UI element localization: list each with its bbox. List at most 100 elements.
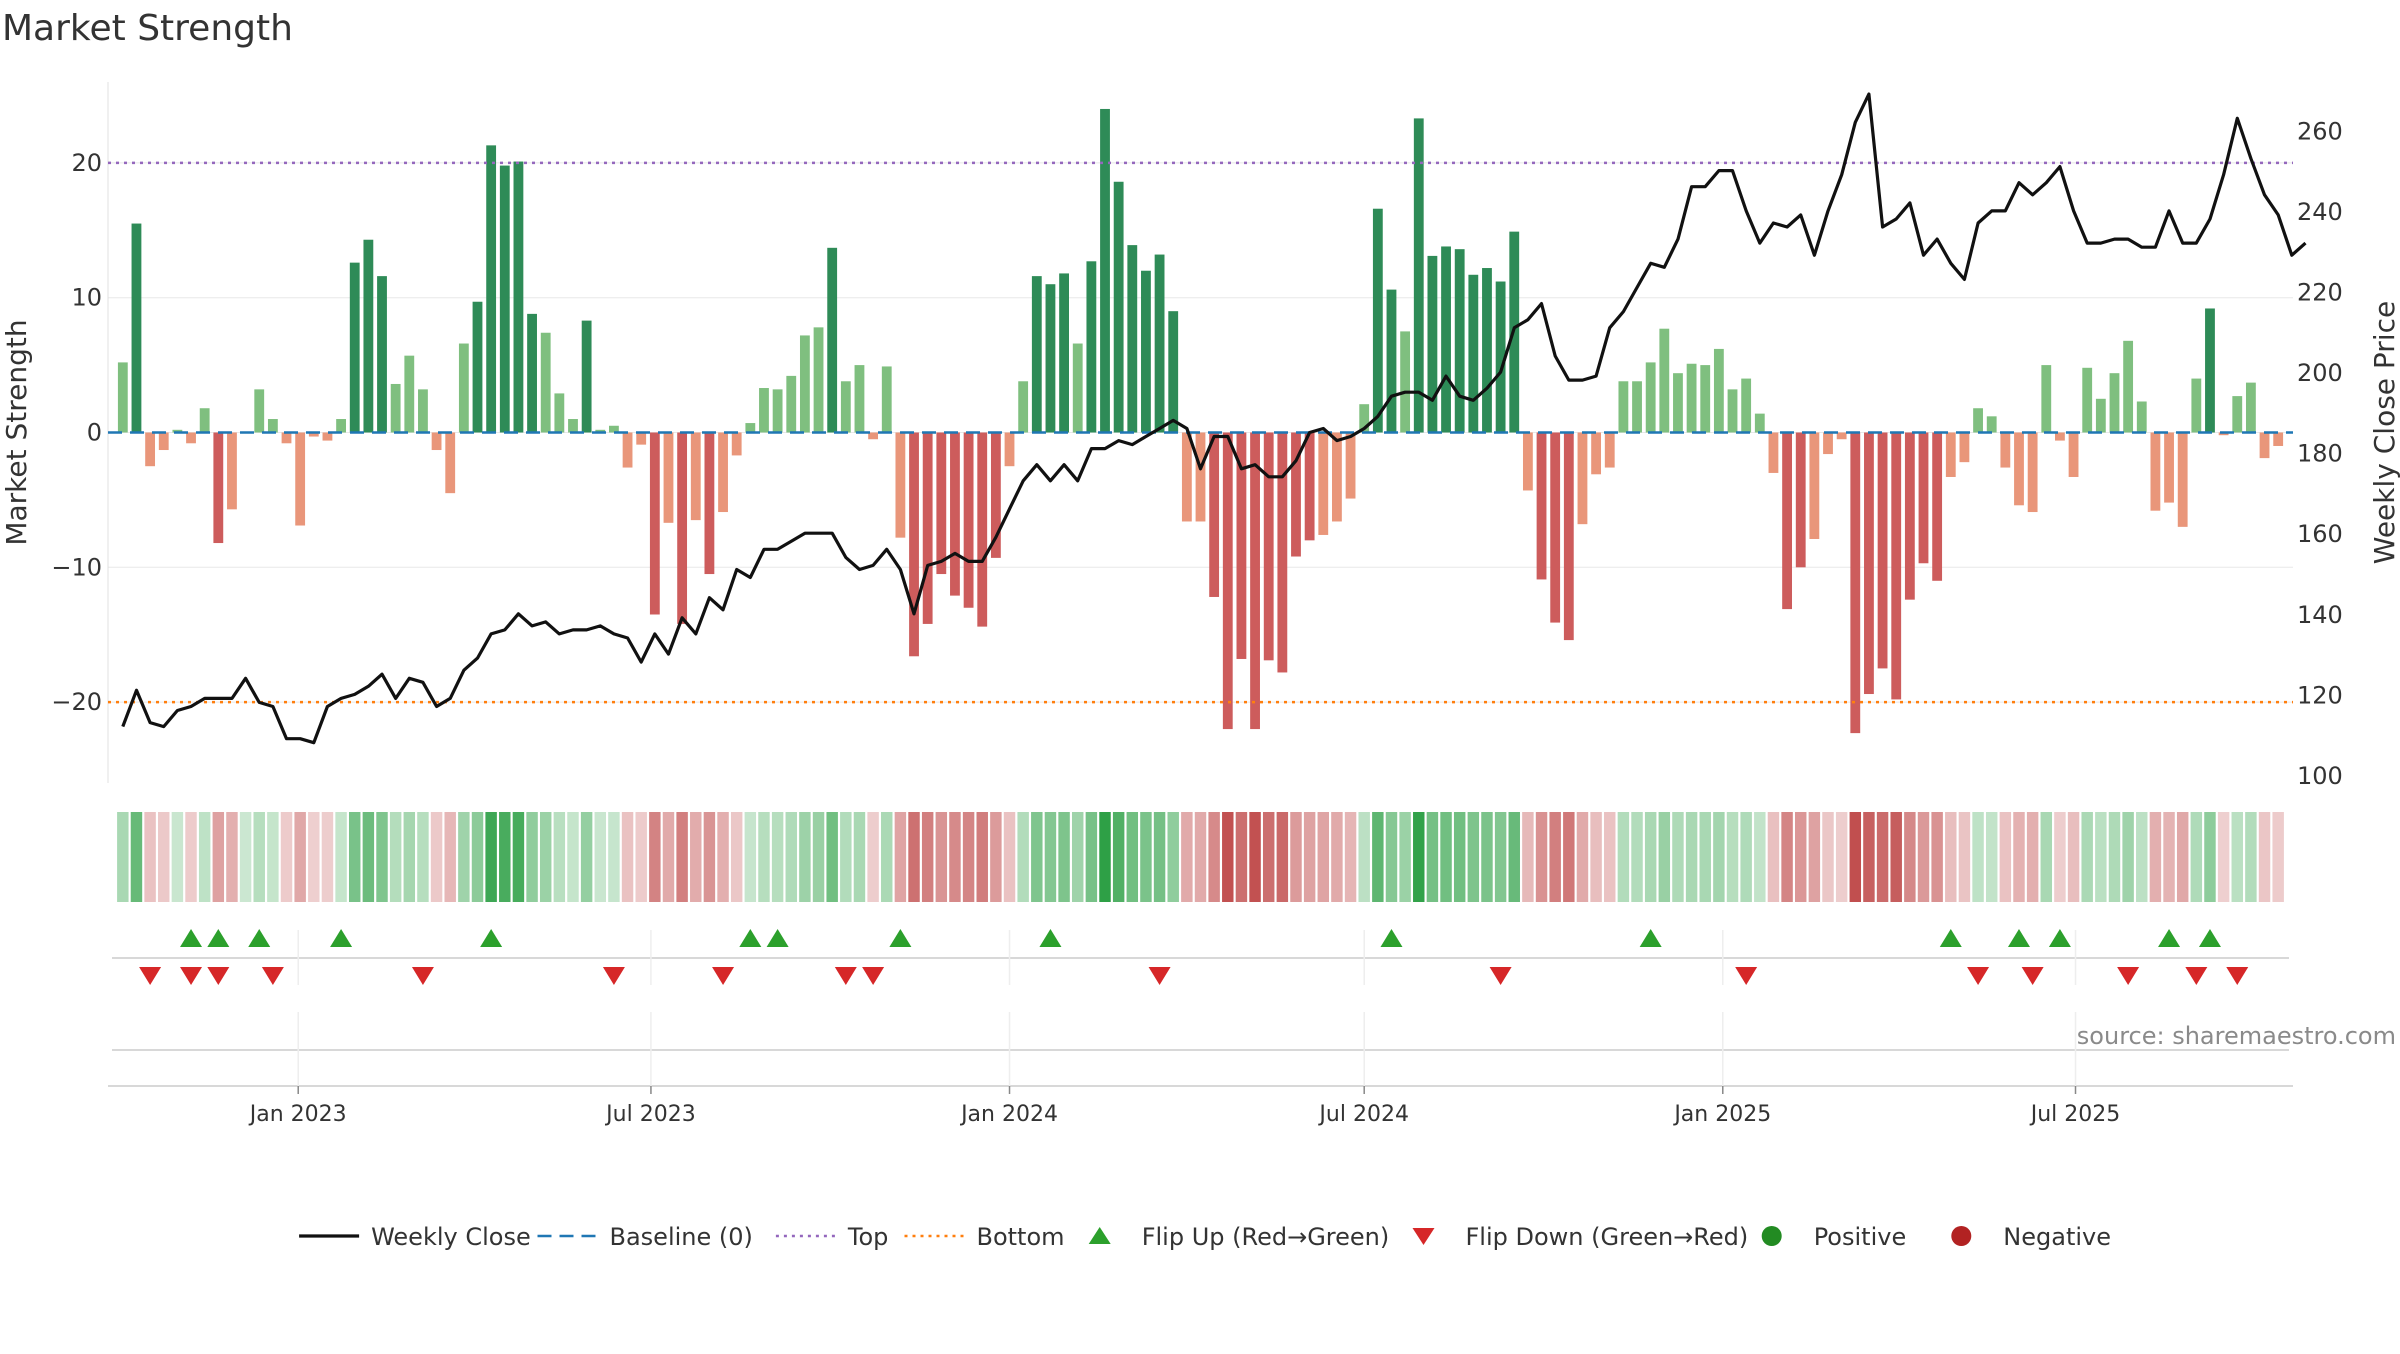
- flip-down-marker: [139, 967, 162, 985]
- strip-cell: [1453, 812, 1466, 902]
- strength-bar: [1945, 432, 1956, 477]
- strength-bar: [1836, 432, 1847, 440]
- strip-cell: [1590, 812, 1602, 902]
- strength-bar: [1850, 432, 1861, 734]
- strength-bar: [745, 423, 756, 433]
- strength-bar: [1263, 432, 1274, 661]
- strength-bar: [227, 432, 237, 510]
- strength-bar: [1618, 381, 1629, 433]
- flip-down-marker: [712, 967, 735, 985]
- flip-down-marker: [411, 967, 434, 985]
- strength-bar: [377, 276, 387, 433]
- strength-bar: [1604, 432, 1615, 468]
- strip-cell: [2013, 812, 2025, 902]
- flip-down-marker: [1148, 967, 1171, 985]
- strength-bar: [1823, 432, 1833, 455]
- strip-cell: [1222, 812, 1234, 902]
- strip-cell: [894, 812, 907, 902]
- strip-cell: [1481, 812, 1493, 902]
- strip-cell: [321, 812, 334, 902]
- strength-bar: [2082, 367, 2093, 433]
- strip-cell: [1904, 812, 1916, 902]
- legend-item-top: Top: [775, 1223, 888, 1251]
- y2-tick-label: 240: [2297, 198, 2343, 226]
- flip-up-marker: [1380, 929, 1403, 947]
- strip-cell: [348, 812, 361, 902]
- strip-cell: [717, 812, 729, 902]
- flip-down-marker: [602, 967, 625, 985]
- strength-bar: [1959, 432, 1970, 463]
- strip-cell: [676, 812, 688, 902]
- legend-item-line: Weekly Close: [299, 1223, 531, 1251]
- strength-bar: [799, 335, 810, 433]
- strength-bar: [1181, 432, 1192, 522]
- strength-bar: [1645, 362, 1656, 433]
- strength-bar: [1495, 281, 1506, 433]
- strength-bar: [690, 432, 701, 521]
- strip-cell: [1781, 812, 1793, 902]
- strip-cell: [1071, 812, 1084, 902]
- strength-bar: [1563, 432, 1574, 641]
- strip-cell: [403, 812, 416, 902]
- strength-bar: [131, 223, 142, 433]
- strength-bar: [186, 432, 196, 444]
- strength-bar: [499, 165, 510, 433]
- x-tick-label: Jan 2024: [959, 1102, 1058, 1127]
- strength-bar: [1154, 254, 1165, 433]
- strength-bar: [1195, 432, 1206, 522]
- strength-bar: [1413, 118, 1424, 433]
- strength-bar: [622, 432, 633, 468]
- strength-bar: [1018, 381, 1029, 433]
- strength-bar: [1113, 181, 1124, 433]
- strength-bar: [2068, 432, 2079, 477]
- strength-bar: [513, 161, 524, 433]
- strength-bars: [117, 108, 2284, 734]
- strip-cell: [2136, 812, 2148, 902]
- strip-cell: [1058, 812, 1070, 902]
- strip-cell: [280, 812, 293, 902]
- strip-cell: [771, 812, 784, 902]
- strip-cell: [1672, 812, 1684, 902]
- flip-down-marker: [862, 967, 885, 985]
- strength-bar: [213, 432, 224, 544]
- strength-bar: [1550, 432, 1561, 623]
- strip-cell: [1576, 812, 1589, 902]
- strip-cell: [690, 812, 702, 902]
- strip-cell: [2217, 812, 2230, 902]
- strength-bar: [2191, 378, 2202, 433]
- strip-cell: [594, 812, 607, 902]
- flip-up-marker: [248, 929, 271, 947]
- strip-cell: [2108, 812, 2121, 902]
- strip-cell: [1413, 812, 1425, 902]
- strength-bar: [1400, 331, 1411, 433]
- strip-cell: [1249, 812, 1261, 902]
- strength-bar: [718, 432, 728, 513]
- strength-bar: [1427, 255, 1438, 433]
- strip-cell: [1467, 812, 1480, 902]
- strip-cell: [2040, 812, 2053, 902]
- y-tick-label: 0: [87, 419, 102, 447]
- strength-bar: [2055, 432, 2065, 441]
- flip-down-marker: [261, 967, 284, 985]
- strength-bar: [158, 432, 169, 451]
- strength-bar: [704, 432, 715, 575]
- strength-bar: [963, 432, 974, 608]
- strip-cell: [2190, 812, 2203, 902]
- x-tick-label: Jul 2023: [604, 1102, 696, 1127]
- strip-cell: [1658, 812, 1671, 902]
- strip-cell: [1290, 812, 1302, 902]
- strength-bar: [922, 432, 933, 624]
- flip-down-marker: [1967, 967, 1990, 985]
- strength-bar: [1673, 373, 1683, 433]
- strength-bar: [2205, 308, 2215, 433]
- strength-bar: [1072, 343, 1083, 433]
- flip-up-marker: [1939, 929, 1962, 947]
- x-tick-label: Jan 2023: [248, 1102, 347, 1127]
- strip-cell: [158, 812, 170, 902]
- strength-bar: [254, 389, 265, 433]
- strength-bar: [636, 432, 647, 445]
- strength-bar: [1754, 413, 1765, 433]
- strength-bar: [281, 432, 292, 444]
- strength-bar: [840, 381, 851, 433]
- legend-label: Bottom: [977, 1223, 1065, 1251]
